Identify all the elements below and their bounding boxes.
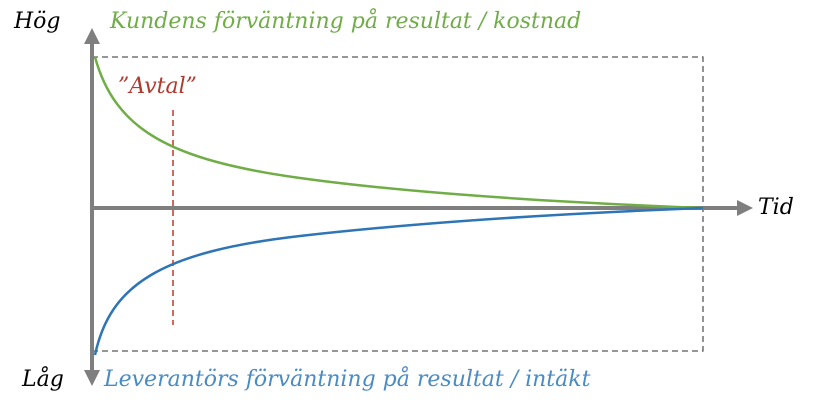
high-label: Hög xyxy=(13,9,61,34)
supplier-curve xyxy=(93,206,704,356)
time-label: Tid xyxy=(758,195,794,220)
supplier-label: Leverantörs förväntning på resultat / in… xyxy=(103,365,591,392)
customer-label: Kundens förväntning på resultat / kostna… xyxy=(109,7,581,34)
contract-label: ”Avtal” xyxy=(118,74,197,99)
customer-curve xyxy=(93,56,704,210)
low-label: Låg xyxy=(21,365,64,392)
